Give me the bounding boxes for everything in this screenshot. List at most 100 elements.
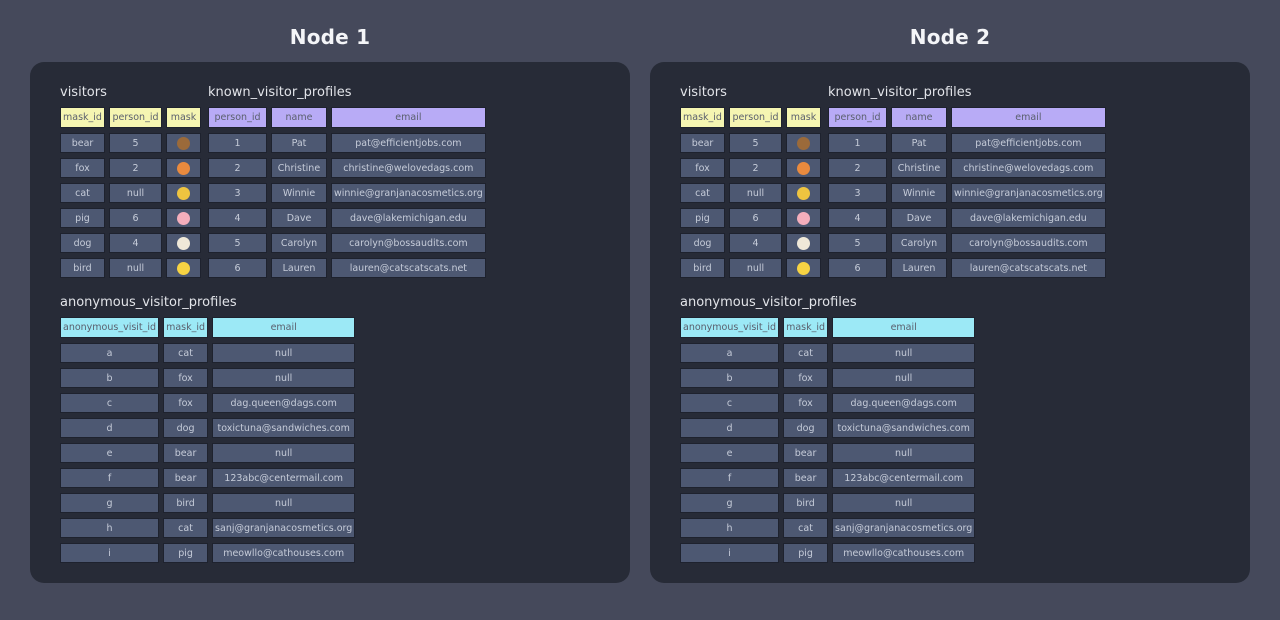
anonymous_visitor_profiles-cell-email: dag.queen@dags.com — [832, 393, 976, 413]
known_visitor_profiles-cell-email: pat@efficientjobs.com — [951, 133, 1106, 153]
anonymous_visitor_profiles-cell-mask_id: fox — [163, 393, 209, 413]
node-1-top-row: visitors mask_id person_id mask bear 5 fox 2 cat… — [60, 85, 600, 283]
known_visitor_profiles-cell-email: carolyn@bossaudits.com — [331, 233, 486, 253]
anonymous_visitor_profiles-cell-mask_id: bear — [163, 443, 209, 463]
known_visitor_profiles-cell-email: dave@lakemichigan.edu — [331, 208, 486, 228]
anonymous_visitor_profiles-cell-mask_id: bird — [163, 493, 209, 513]
cat-emoji-icon — [797, 186, 810, 200]
anonymous_visitor_profiles-col-header-mask_id: mask_id — [163, 317, 209, 338]
known-visitor-profiles-table-block: known_visitor_profiles person_id name email… — [208, 85, 486, 283]
visitors-col-header-mask_id: mask_id — [60, 107, 105, 128]
known_visitor_profiles-cell-email: winnie@granjanacosmetics.org — [331, 183, 486, 203]
anonymous_visitor_profiles-cell-mask_id: bear — [783, 468, 829, 488]
node-2-panel: visitors mask_id person_id mask bear 5 fox 2 cat… — [650, 62, 1250, 583]
anonymous_visitor_profiles-cell-email: toxictuna@sandwiches.com — [212, 418, 356, 438]
visitors-cell-mask_id: bear — [680, 133, 725, 153]
known_visitor_profiles-cell-name: Pat — [891, 133, 947, 153]
known_visitor_profiles-header-row: person_id name email — [828, 107, 1106, 128]
known_visitor_profiles-cell-name: Lauren — [891, 258, 947, 278]
anonymous_visitor_profiles-cell-anonymous_visit_id: f — [60, 468, 160, 488]
anonymous_visitor_profiles-row-7: h cat sanj@granjanacosmetics.org — [60, 518, 356, 538]
bird-emoji-icon — [177, 261, 190, 275]
known_visitor_profiles-row-4: 5 Carolyn carolyn@bossaudits.com — [208, 233, 486, 253]
visitors-cell-mask — [786, 208, 821, 228]
visitors-cell-mask_id: cat — [680, 183, 725, 203]
known_visitor_profiles-cell-name: Dave — [271, 208, 327, 228]
known_visitor_profiles-cell-email: carolyn@bossaudits.com — [951, 233, 1106, 253]
known_visitor_profiles-row-5: 6 Lauren lauren@catscatscats.net — [828, 258, 1106, 278]
anonymous_visitor_profiles-cell-mask_id: fox — [163, 368, 209, 388]
anonymous_visitor_profiles-table: anonymous_visit_id mask_id email a cat null b f… — [56, 312, 359, 568]
anonymous_visitor_profiles-cell-mask_id: pig — [783, 543, 829, 563]
known_visitor_profiles-cell-person_id: 6 — [828, 258, 887, 278]
visitors-cell-person_id: 5 — [729, 133, 782, 153]
known-visitor-profiles-table-block: known_visitor_profiles person_id name email… — [828, 85, 1106, 283]
visitors-cell-mask — [786, 258, 821, 278]
known_visitor_profiles-table: person_id name email 1 Pat pat@efficientjobs.… — [204, 102, 490, 283]
anonymous_visitor_profiles-col-header-mask_id: mask_id — [783, 317, 829, 338]
visitors-cell-mask — [786, 158, 821, 178]
visitors-cell-mask — [166, 208, 201, 228]
visitors-cell-mask — [786, 133, 821, 153]
fox-emoji-icon — [797, 161, 810, 175]
visitors-cell-mask — [786, 233, 821, 253]
anonymous_visitor_profiles-row-4: e bear null — [680, 443, 976, 463]
known_visitor_profiles-row-1: 2 Christine christine@welovedags.com — [208, 158, 486, 178]
anonymous_visitor_profiles-col-header-anonymous_visit_id: anonymous_visit_id — [60, 317, 160, 338]
known_visitor_profiles-cell-name: Pat — [271, 133, 327, 153]
known_visitor_profiles-cell-email: lauren@catscatscats.net — [951, 258, 1106, 278]
known_visitor_profiles-cell-person_id: 3 — [828, 183, 887, 203]
known_visitor_profiles-row-3: 4 Dave dave@lakemichigan.edu — [208, 208, 486, 228]
anonymous_visitor_profiles-cell-mask_id: pig — [163, 543, 209, 563]
visitors-row-3: pig 6 — [60, 208, 201, 228]
anonymous_visitor_profiles-row-6: g bird null — [680, 493, 976, 513]
visitors-cell-person_id: null — [729, 258, 782, 278]
anonymous_visitor_profiles-cell-email: null — [832, 443, 976, 463]
anonymous_visitor_profiles-cell-anonymous_visit_id: h — [680, 518, 780, 538]
anonymous_visitor_profiles-cell-anonymous_visit_id: i — [680, 543, 780, 563]
known_visitor_profiles-col-header-person_id: person_id — [208, 107, 267, 128]
known_visitor_profiles-cell-person_id: 6 — [208, 258, 267, 278]
anonymous_visitor_profiles-row-1: b fox null — [60, 368, 356, 388]
visitors-cell-mask_id: dog — [60, 233, 105, 253]
known_visitor_profiles-cell-name: Winnie — [271, 183, 327, 203]
visitors-row-4: dog 4 — [680, 233, 821, 253]
known_visitor_profiles-cell-person_id: 4 — [828, 208, 887, 228]
anonymous_visitor_profiles-row-4: e bear null — [60, 443, 356, 463]
anonymous_visitor_profiles-col-header-email: email — [212, 317, 356, 338]
anonymous_visitor_profiles-header-row: anonymous_visit_id mask_id email — [60, 317, 356, 338]
fox-emoji-icon — [177, 161, 190, 175]
known_visitor_profiles-col-header-name: name — [271, 107, 327, 128]
pig-emoji-icon — [177, 211, 190, 225]
node-2-title: Node 2 — [909, 25, 991, 49]
anonymous_visitor_profiles-col-header-anonymous_visit_id: anonymous_visit_id — [680, 317, 780, 338]
visitors-cell-mask_id: bird — [680, 258, 725, 278]
anonymous_visitor_profiles-cell-anonymous_visit_id: c — [60, 393, 160, 413]
known_visitor_profiles-cell-name: Carolyn — [891, 233, 947, 253]
anonymous_visitor_profiles-cell-anonymous_visit_id: d — [60, 418, 160, 438]
anonymous_visitor_profiles-row-5: f bear 123abc@centermail.com — [60, 468, 356, 488]
known_visitor_profiles-table: person_id name email 1 Pat pat@efficientjobs.… — [824, 102, 1110, 283]
visitors-cell-person_id: 6 — [729, 208, 782, 228]
visitors-table-title: visitors — [60, 85, 107, 100]
anonymous_visitor_profiles-cell-anonymous_visit_id: c — [680, 393, 780, 413]
known_visitor_profiles-table-title: known_visitor_profiles — [208, 85, 352, 100]
anonymous_visitor_profiles-table-title: anonymous_visitor_profiles — [680, 295, 857, 310]
anonymous_visitor_profiles-cell-mask_id: dog — [163, 418, 209, 438]
visitors-cell-person_id: null — [109, 183, 162, 203]
known_visitor_profiles-cell-email: winnie@granjanacosmetics.org — [951, 183, 1106, 203]
known_visitor_profiles-row-0: 1 Pat pat@efficientjobs.com — [208, 133, 486, 153]
known_visitor_profiles-header-row: person_id name email — [208, 107, 486, 128]
known_visitor_profiles-row-1: 2 Christine christine@welovedags.com — [828, 158, 1106, 178]
visitors-header-row: mask_id person_id mask — [60, 107, 201, 128]
anonymous_visitor_profiles-row-7: h cat sanj@granjanacosmetics.org — [680, 518, 976, 538]
anonymous_visitor_profiles-cell-mask_id: cat — [163, 343, 209, 363]
anonymous_visitor_profiles-cell-mask_id: cat — [783, 518, 829, 538]
anonymous_visitor_profiles-table: anonymous_visit_id mask_id email a cat null b f… — [676, 312, 979, 568]
anonymous_visitor_profiles-cell-mask_id: fox — [783, 393, 829, 413]
visitors-cell-mask_id: bear — [60, 133, 105, 153]
visitors-row-4: dog 4 — [60, 233, 201, 253]
anonymous_visitor_profiles-col-header-email: email — [832, 317, 976, 338]
visitors-cell-mask_id: fox — [60, 158, 105, 178]
anonymous_visitor_profiles-cell-email: sanj@granjanacosmetics.org — [832, 518, 976, 538]
